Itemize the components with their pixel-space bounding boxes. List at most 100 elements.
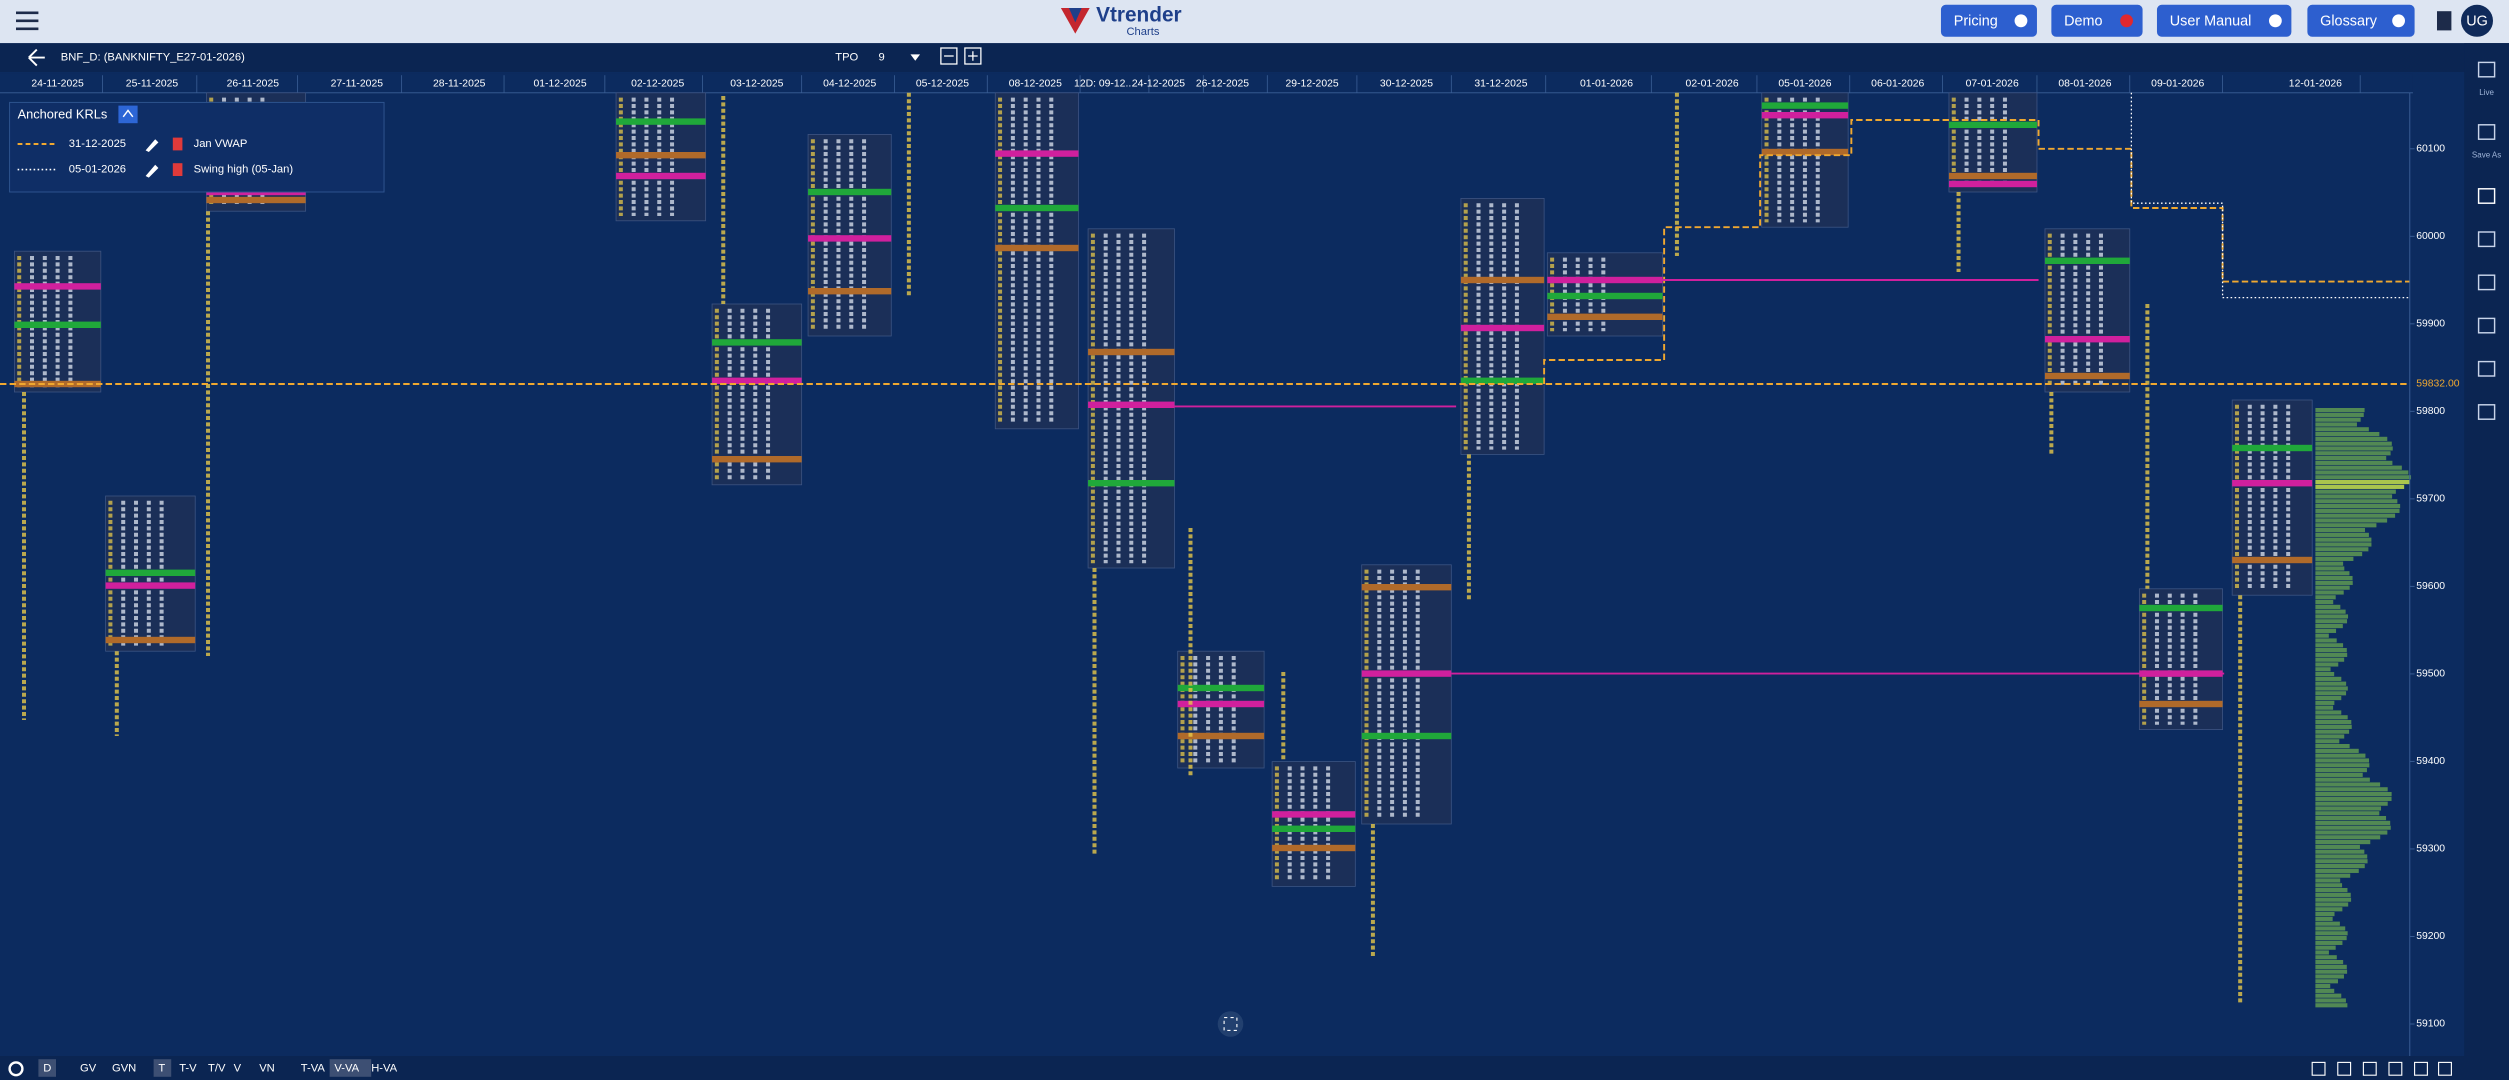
sidebar-icon[interactable] [2477, 124, 2496, 140]
volume-bar [2315, 609, 2346, 614]
volume-bar [2315, 897, 2352, 902]
bottom-button[interactable]: T-VA [301, 1063, 326, 1075]
volume-bar [2315, 436, 2388, 441]
date-label: 06-01-2026 [1871, 79, 1924, 90]
krl-delete[interactable] [172, 137, 183, 151]
bottom-button[interactable]: H-VA [371, 1063, 397, 1075]
volume-bar [2315, 470, 2409, 475]
volume-bar [2315, 580, 2353, 585]
volume-bar [2315, 585, 2350, 590]
tpo-vah [1460, 377, 1545, 384]
sidebar-icon[interactable] [2477, 231, 2496, 248]
tpo-val [616, 152, 706, 159]
date-label: 09-01-2026 [2151, 79, 2204, 90]
volume-bar [2315, 816, 2387, 821]
sidebar-icon[interactable] [2477, 317, 2496, 334]
bottom-button[interactable]: D [43, 1063, 51, 1075]
bookmark-icon[interactable] [2436, 11, 2452, 31]
tpo-vah [1272, 825, 1356, 832]
volume-bar [2315, 676, 2342, 681]
fullscreen-button[interactable] [1217, 1011, 1244, 1037]
size-dropdown[interactable] [910, 54, 921, 61]
krl-edit[interactable] [145, 139, 159, 152]
volume-bar [2315, 456, 2387, 461]
tpo-val [2044, 372, 2130, 380]
volume-bar [2315, 988, 2335, 993]
volume-bar [2315, 849, 2365, 854]
tool-icon[interactable] [2311, 1061, 2326, 1076]
volume-bar [2315, 844, 2360, 849]
volume-bar [2315, 638, 2337, 643]
krl-label: Jan VWAP [194, 138, 248, 150]
bottom-button-bg [38, 1059, 57, 1077]
volume-bar [2315, 465, 2402, 470]
tool-icon[interactable] [2438, 1061, 2452, 1076]
tpo-poc [105, 582, 196, 589]
tpo-val [206, 196, 306, 204]
volume-bar [2315, 648, 2347, 653]
volume-bar [2315, 796, 2392, 801]
bottom-button[interactable]: V-VA [334, 1063, 359, 1075]
avatar[interactable] [2460, 4, 2493, 37]
volume-bar [2315, 619, 2348, 624]
krl-collapse[interactable] [118, 105, 138, 124]
tool-icon[interactable] [2414, 1061, 2428, 1076]
volume-bar [2315, 979, 2338, 984]
bottom-button[interactable]: V [234, 1063, 242, 1075]
bottom-button[interactable]: T/V [208, 1063, 226, 1075]
bottom-button[interactable]: T-V [179, 1063, 197, 1075]
tpo-poc [995, 150, 1079, 157]
volume-bar [2315, 907, 2343, 912]
tpo-val [1948, 172, 2037, 180]
krl-date: 05-01-2026 [69, 164, 126, 176]
bottom-button[interactable]: GVN [112, 1063, 136, 1075]
zoom-in[interactable] [964, 47, 982, 65]
tpo-poc [712, 377, 802, 384]
nav-button[interactable] [2051, 4, 2143, 37]
nav-button[interactable] [1940, 4, 2037, 37]
menu-icon[interactable] [16, 11, 39, 31]
price-label: 59100 [2416, 1019, 2445, 1030]
tpo-poc [1948, 180, 2037, 188]
bottom-button[interactable]: VN [259, 1063, 275, 1075]
date-label: 31-12-2025 [1474, 79, 1527, 90]
bottom-button[interactable]: GV [80, 1063, 97, 1075]
sidebar-icon[interactable] [2477, 188, 2496, 204]
tpo-vah [995, 204, 1079, 212]
tpo-val [2232, 556, 2313, 564]
sidebar-icon[interactable] [2477, 61, 2496, 78]
volume-bar [2315, 945, 2336, 950]
volume-bar [2315, 604, 2341, 609]
sidebar-icon[interactable] [2477, 404, 2496, 420]
date-label: 07-01-2026 [1966, 79, 2019, 90]
back-icon[interactable] [28, 48, 45, 67]
tpo-val [1761, 148, 1849, 156]
sidebar-icon[interactable] [2477, 360, 2496, 377]
nav-button[interactable] [2307, 4, 2415, 37]
size-value[interactable]: 9 [878, 52, 884, 64]
tool-icon[interactable] [2388, 1061, 2403, 1076]
bottom-button[interactable]: T [158, 1063, 165, 1075]
volume-bar [2315, 662, 2339, 667]
date-label: 02-01-2026 [1686, 79, 1739, 90]
sidebar-icon[interactable] [2477, 274, 2496, 291]
date-label: 08-12-2025 [1009, 79, 1062, 90]
price-label: 59700 [2416, 494, 2445, 505]
volume-bar [2315, 811, 2380, 816]
volume-bar [2315, 744, 2350, 749]
volume-bar [2315, 499, 2398, 504]
price-label: 59900 [2416, 319, 2445, 330]
zoom-out[interactable] [940, 47, 958, 65]
volume-bar [2315, 892, 2351, 897]
tool-icon[interactable] [2337, 1061, 2352, 1076]
nav-button[interactable] [2156, 4, 2292, 37]
settings-icon[interactable] [8, 1061, 24, 1077]
sidebar-label: Live [2479, 88, 2494, 97]
tool-icon[interactable] [2362, 1061, 2377, 1076]
krl-delete[interactable] [172, 163, 183, 176]
tpo-poc [2232, 480, 2313, 487]
tpo-vah [712, 339, 802, 346]
volume-bar [2315, 513, 2396, 518]
krl-edit[interactable] [145, 164, 159, 178]
volume-bar [2315, 532, 2369, 537]
